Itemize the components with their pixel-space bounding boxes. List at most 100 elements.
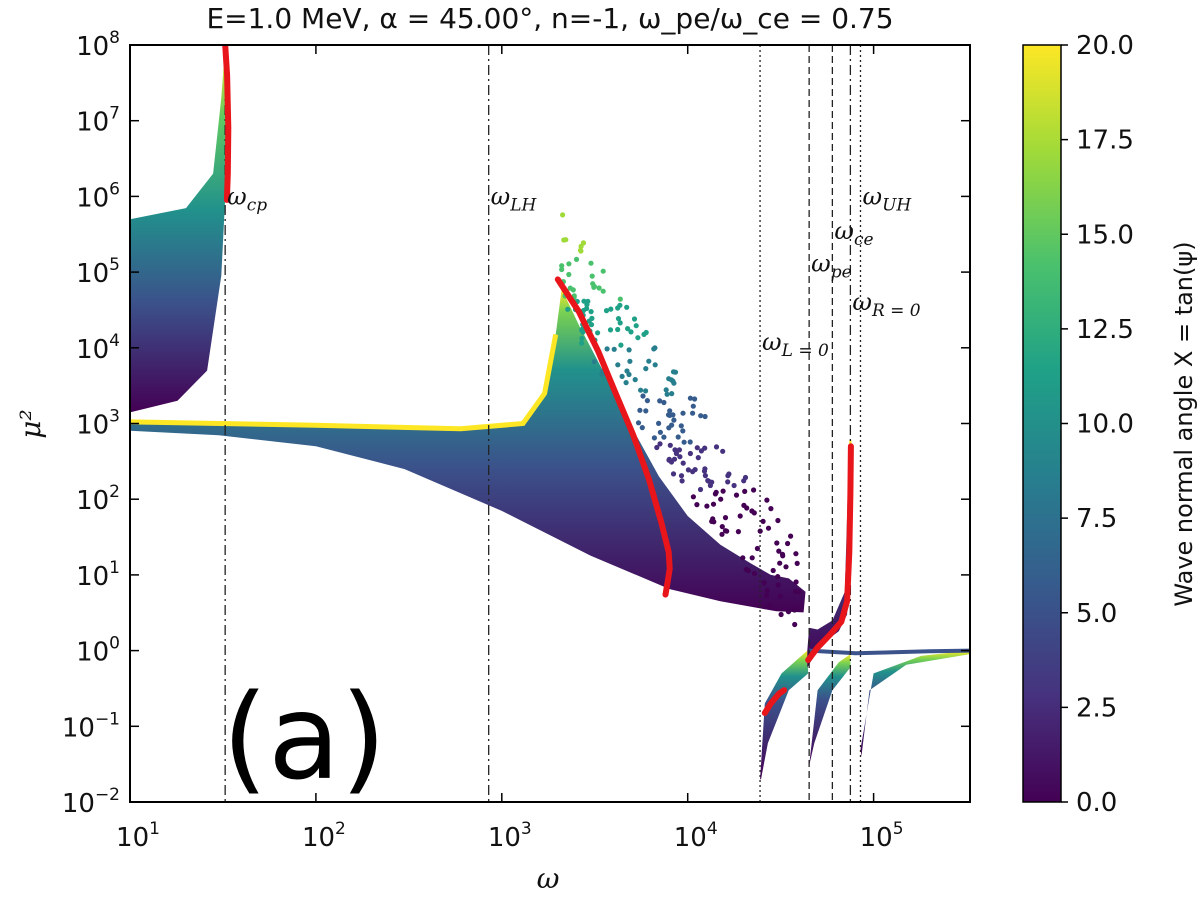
vline-label: ωpe (811, 249, 852, 282)
scatter-point (666, 456, 672, 462)
colorbar-tick-label: 7.5 (1076, 504, 1117, 534)
scatter-point (740, 555, 746, 561)
scatter-point (664, 391, 670, 397)
x-axis-label: ω (537, 862, 560, 895)
tick-label: 107 (76, 104, 120, 138)
scatter-point (677, 454, 683, 460)
resonance-curve-low (761, 687, 788, 716)
scatter-point (741, 478, 747, 484)
scatter-point (635, 335, 641, 341)
data-bands (130, 45, 970, 780)
scatter-point (615, 316, 622, 322)
band-whistler (130, 288, 806, 613)
band-proton (130, 45, 227, 413)
scatter-point (586, 318, 592, 324)
scatter-point (695, 455, 701, 461)
scatter-point (626, 371, 632, 378)
scatter-point (792, 621, 798, 628)
scatter-point (584, 305, 590, 312)
scatter-point (596, 285, 602, 291)
scatter-point (667, 442, 673, 448)
scatter-point (672, 447, 678, 453)
scatter-point (595, 330, 601, 336)
scatter-point (791, 607, 798, 613)
vline-label: ωR = 0 (852, 288, 920, 321)
vline-label: ωcp (227, 182, 267, 215)
scatter-point (702, 466, 708, 472)
scatter-point (567, 285, 573, 291)
scatter-point (735, 529, 742, 535)
scatter-point (669, 391, 675, 397)
scatter-point (702, 473, 709, 479)
scatter-point (690, 469, 696, 475)
scatter-point (627, 358, 633, 364)
scatter-point (623, 380, 629, 386)
scatter-point (785, 540, 791, 547)
scatter-point (745, 568, 752, 574)
scatter-point (563, 237, 569, 243)
scatter-point (637, 407, 643, 413)
scatter-point (685, 467, 692, 473)
scatter-point (579, 327, 585, 333)
scatter-point (687, 439, 693, 445)
scatter-point (603, 308, 610, 314)
scatter-point (671, 380, 677, 386)
tick-label: 101 (116, 819, 160, 853)
band-upper-edge (808, 648, 970, 656)
scatter-point (657, 441, 663, 447)
scatter-point (607, 327, 614, 333)
band-edge (130, 334, 559, 432)
scatter-point (643, 366, 649, 372)
scatter-point (737, 513, 743, 519)
scatter-point (702, 413, 708, 420)
scatter-point (690, 403, 696, 409)
scatter-point (742, 488, 748, 494)
colorbar-tick-label: 5.0 (1076, 599, 1117, 629)
scatter-point (579, 340, 585, 346)
scatter-point (687, 450, 694, 457)
scatter-point (661, 399, 667, 406)
scatter-point (761, 580, 767, 586)
tick-label: 100 (76, 634, 120, 668)
scatter-point (643, 408, 649, 414)
scatter-point (741, 502, 747, 508)
scatter-point (725, 479, 731, 485)
tick-label: 104 (76, 331, 120, 365)
resonance-curve-high (805, 443, 854, 664)
tick-label: 104 (674, 819, 718, 853)
scatter-point (766, 603, 772, 609)
scatter-point (733, 492, 740, 498)
scatter-point (581, 298, 587, 304)
resonance-curve-cp (222, 45, 232, 203)
scatter-point (754, 545, 761, 552)
colorbar-ticks: 20.0 17.5 15.0 12.5 10.0 7.5 5.0 2.5 0.0 (1061, 31, 1134, 818)
scatter-point (678, 423, 684, 429)
tick-label: 102 (76, 482, 120, 516)
axis-ticks: 101 102 103 104 1051081071061051041031021011… (62, 28, 970, 853)
scatter-point (719, 524, 725, 530)
scatter-point (626, 347, 632, 353)
tick-label: 10−2 (62, 785, 120, 819)
scatter-point (698, 413, 704, 419)
scatter-point (794, 560, 800, 567)
scatter-point (667, 408, 673, 414)
scatter-point (615, 305, 621, 311)
scatter-point (661, 434, 667, 440)
scatter-point (704, 503, 710, 509)
scatter-point (775, 582, 781, 588)
tick-label: 103 (76, 407, 120, 441)
scatter-point (698, 448, 705, 454)
scatter-point (697, 486, 704, 493)
scatter-point (638, 387, 644, 393)
scatter-point (788, 533, 794, 539)
scatter-point (675, 434, 681, 440)
colorbar-tick-label: 17.5 (1076, 126, 1134, 156)
colorbar-tick-label: 12.5 (1076, 315, 1134, 345)
scatter-point (779, 551, 786, 557)
scatter-point (600, 268, 606, 274)
scatter-point (631, 316, 638, 322)
scatter-point (676, 447, 683, 453)
scatter-point (635, 420, 642, 426)
vline-label: ωUH (862, 182, 912, 215)
tick-label: 103 (488, 819, 532, 853)
